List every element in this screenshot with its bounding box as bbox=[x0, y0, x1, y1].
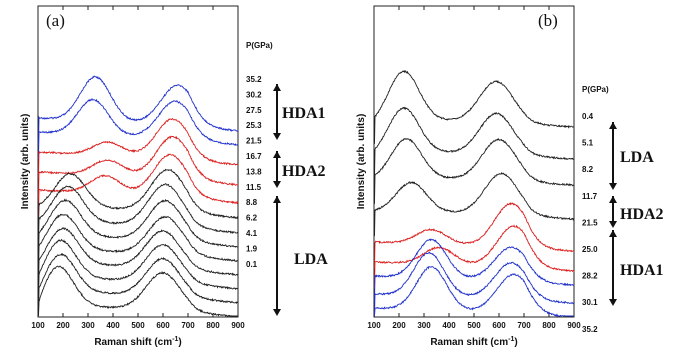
phase-label: HDA2 bbox=[620, 206, 664, 223]
pressure-label: 30.1 bbox=[582, 298, 598, 307]
phase-arrow-tail bbox=[273, 151, 281, 158]
pressure-label: 4.1 bbox=[246, 229, 258, 238]
spectrum-line bbox=[37, 135, 239, 199]
pressure-label: 25.3 bbox=[246, 121, 262, 130]
x-tick-label: 100 bbox=[367, 321, 381, 330]
spectrum-line bbox=[37, 213, 239, 275]
x-tick-label: 500 bbox=[467, 321, 481, 330]
spectrum-line bbox=[37, 153, 239, 217]
phase-label: HDA1 bbox=[282, 105, 326, 122]
pressure-label: 21.5 bbox=[582, 218, 598, 227]
pressure-label: 8.2 bbox=[582, 165, 594, 174]
phase-arrow-head bbox=[273, 181, 281, 188]
spectrum-line bbox=[373, 137, 575, 205]
spectrum-line bbox=[37, 227, 239, 289]
pressure-label: 13.8 bbox=[246, 167, 262, 176]
spectrum-line bbox=[37, 252, 239, 317]
x-axis-title: Raman shift (cm-1) bbox=[94, 336, 181, 348]
panel-label: (a) bbox=[46, 11, 65, 30]
spectrum-line bbox=[373, 171, 575, 237]
phase-label: LDA bbox=[620, 149, 654, 166]
spectrum-line bbox=[38, 238, 239, 303]
panel-b: 100 200 300 400 500 600 700 800 900 Raman shift (… bbox=[356, 5, 664, 348]
spectrum-line bbox=[373, 106, 575, 178]
x-tick-label: 600 bbox=[156, 321, 170, 330]
x-tick-label: 700 bbox=[517, 321, 531, 330]
spectrum-line bbox=[374, 251, 575, 317]
x-tick-label: 200 bbox=[392, 321, 406, 330]
x-tick-label: 500 bbox=[131, 321, 145, 330]
spectrum-line bbox=[373, 224, 575, 290]
x-tick-label: 800 bbox=[206, 321, 220, 330]
pressure-label: 30.2 bbox=[246, 90, 262, 99]
phase-arrow-head bbox=[273, 309, 281, 316]
x-tick-label: 900 bbox=[567, 321, 581, 330]
pressure-label: 21.5 bbox=[246, 137, 262, 146]
spectrum-line bbox=[373, 202, 575, 269]
pressure-label: 0.4 bbox=[582, 112, 594, 121]
pressure-label: 0.1 bbox=[246, 260, 258, 269]
phase-arrow-tail bbox=[273, 84, 281, 91]
x-tick-label: 700 bbox=[181, 321, 195, 330]
pressure-label: 6.2 bbox=[246, 214, 258, 223]
spectrum-line bbox=[37, 168, 239, 231]
phase-label: HDA2 bbox=[282, 163, 326, 180]
y-axis-title: Intensity (arb. units) bbox=[20, 114, 31, 210]
x-axis-title: Raman shift (cm-1) bbox=[430, 336, 517, 348]
spectrum-line bbox=[37, 265, 238, 317]
phase-label: LDA bbox=[294, 251, 328, 268]
pressure-header: P(GPa) bbox=[246, 41, 273, 50]
panel-label: (b) bbox=[538, 11, 558, 30]
pressure-label: 28.2 bbox=[582, 272, 598, 281]
phase-arrow-tail bbox=[609, 196, 617, 203]
x-tick-label: 600 bbox=[492, 321, 506, 330]
pressure-label: 1.9 bbox=[246, 244, 258, 253]
x-tick-label: 200 bbox=[56, 321, 70, 330]
spectrum-line bbox=[37, 75, 239, 145]
pressure-label: 11.5 bbox=[246, 183, 262, 192]
pressure-label: 27.5 bbox=[246, 106, 262, 115]
y-axis-title: Intensity (arb. units) bbox=[356, 114, 367, 210]
phase-arrow-tail bbox=[609, 230, 617, 237]
x-tick-label: 300 bbox=[81, 321, 95, 330]
x-tick-label: 300 bbox=[417, 321, 431, 330]
phase-arrow-head bbox=[273, 133, 281, 140]
phase-arrow-tail bbox=[273, 196, 281, 203]
pressure-label: 25.0 bbox=[582, 245, 598, 254]
x-tick-label: 800 bbox=[542, 321, 556, 330]
x-tick-label: 900 bbox=[231, 321, 245, 330]
x-tick-label: 400 bbox=[106, 321, 120, 330]
spectrum-line bbox=[37, 117, 239, 178]
spectrum-line bbox=[373, 69, 575, 145]
phase-label: HDA1 bbox=[620, 262, 664, 279]
spectrum-line bbox=[374, 265, 574, 318]
x-tick-label: 400 bbox=[442, 321, 456, 330]
pressure-label: 35.2 bbox=[246, 75, 262, 84]
pressure-label: 16.7 bbox=[246, 152, 262, 161]
pressure-label: 5.1 bbox=[582, 139, 594, 148]
phase-arrow-head bbox=[609, 299, 617, 306]
spectrum-line bbox=[373, 238, 575, 303]
x-tick-label: 100 bbox=[31, 321, 45, 330]
panel-a: 100 200 300 400 500 600 700 800 900 Raman shift (… bbox=[20, 5, 328, 348]
spectrum-line bbox=[38, 198, 239, 260]
spectrum-line bbox=[37, 97, 239, 161]
pressure-label: 8.8 bbox=[246, 198, 258, 207]
pressure-label: 11.7 bbox=[582, 192, 598, 201]
phase-arrow-head bbox=[609, 183, 617, 190]
spectrum-line bbox=[37, 183, 239, 248]
phase-arrow-tail bbox=[609, 122, 617, 129]
pressure-label: 35.2 bbox=[582, 325, 598, 334]
pressure-header: P(GPa) bbox=[582, 85, 609, 94]
phase-arrow-head bbox=[609, 221, 617, 228]
